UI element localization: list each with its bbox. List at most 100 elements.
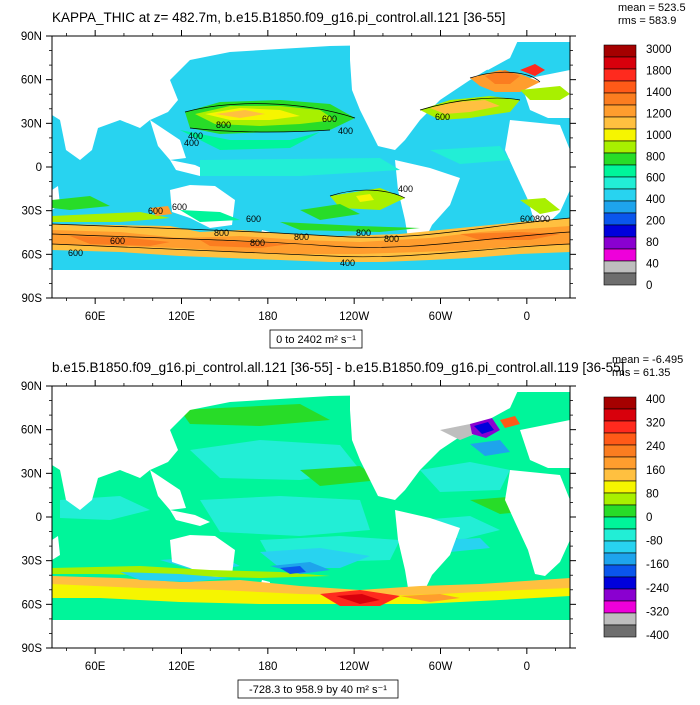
colorbar-label: 160 xyxy=(646,465,665,477)
panel1-contour-label: 400 xyxy=(340,258,355,268)
colorbar-swatch xyxy=(603,236,637,250)
panel2-title: b.e15.B1850.f09_g16.pi_control.all.121 [… xyxy=(52,360,624,375)
colorbar-swatch xyxy=(603,480,637,494)
x-tick-label: 120W xyxy=(339,661,369,673)
panel1-contour-label: 800 xyxy=(250,238,265,248)
panel1-contour-label: 400 xyxy=(338,126,353,136)
panel1-contour-label: 800 xyxy=(384,234,399,244)
colorbar-swatch xyxy=(603,552,637,566)
panel1-contour-label: 800 xyxy=(535,214,550,224)
x-tick-label: 60E xyxy=(85,661,106,673)
colorbar-swatch xyxy=(603,540,637,554)
x-tick-label: 60E xyxy=(85,311,106,323)
panel1-contour-label: 800 xyxy=(216,120,231,130)
panel1-title: KAPPA_THIC at z= 482.7m, b.e15.B1850.f09… xyxy=(52,10,505,25)
panel1-contour-label: 600 xyxy=(246,214,261,224)
panel2-rms: rms = 61.35 xyxy=(612,367,670,379)
y-tick-label: 30S xyxy=(22,206,43,218)
y-tick-label: 90S xyxy=(22,643,43,655)
panel1-contours xyxy=(52,71,570,258)
panel1-rms: rms = 583.9 xyxy=(618,15,676,27)
colorbar-swatch xyxy=(603,444,637,458)
colorbar-label: 80 xyxy=(646,237,659,249)
panel1-contour-label: 600 xyxy=(520,214,535,224)
colorbar-label: 1000 xyxy=(646,130,672,142)
panel1-contour-label: 600 xyxy=(435,112,450,122)
colorbar-swatch xyxy=(603,492,637,506)
colorbar-label: 800 xyxy=(646,151,665,163)
panel1-range-box xyxy=(269,329,363,349)
panel1-map xyxy=(52,36,570,298)
colorbar-swatch xyxy=(603,128,637,142)
x-tick-label: 0 xyxy=(524,311,530,323)
x-tick-label: 60W xyxy=(429,661,453,673)
panel1-equatorial-band xyxy=(200,158,400,176)
colorbar-label: 600 xyxy=(646,173,665,185)
colorbar-swatch xyxy=(603,564,637,578)
colorbar-label: 3000 xyxy=(646,44,672,56)
colorbar-swatch xyxy=(603,140,637,154)
panel2-colorbar: 400 320 240 160 80 0 -80 -160 -240 -320 -400 xyxy=(603,394,669,642)
panel1-contour-label: 600 xyxy=(68,248,83,258)
panel1-contour-label: 600 xyxy=(172,202,187,212)
colorbar-label: 80 xyxy=(646,488,659,500)
colorbar-label: 320 xyxy=(646,418,665,430)
panel1-contour-label: 400 xyxy=(188,131,203,141)
colorbar-label: 1400 xyxy=(646,87,672,99)
colorbar-label: 400 xyxy=(646,394,665,406)
colorbar-swatch xyxy=(603,92,637,106)
colorbar-swatch xyxy=(603,44,637,58)
panel2-southern-bands xyxy=(52,562,570,606)
panel1-contour-label: 600 xyxy=(322,114,337,124)
colorbar-label: 200 xyxy=(646,216,665,228)
y-tick-label: 60N xyxy=(21,75,42,87)
colorbar-swatch xyxy=(603,248,637,262)
colorbar-swatch xyxy=(603,588,637,602)
y-tick-label: 30S xyxy=(22,556,43,568)
colorbar-swatch xyxy=(603,188,637,202)
panel1-north-atlantic xyxy=(420,64,570,120)
panel1-land xyxy=(52,36,570,298)
panel1-contour-label: 800 xyxy=(294,232,309,242)
colorbar-swatch xyxy=(603,624,637,638)
colorbar-swatch xyxy=(603,576,637,590)
panel1-contour-labels: 800 600 400 400 600 800 400 800 600 800 … xyxy=(68,112,550,268)
panel1-range-label: 0 to 2402 m² s⁻¹ xyxy=(276,334,356,346)
colorbar-label: 0 xyxy=(646,512,652,524)
colorbar-swatch xyxy=(603,504,637,518)
colorbar-swatch xyxy=(603,68,637,82)
colorbar-swatch xyxy=(603,164,637,178)
colorbar-label: -320 xyxy=(646,606,669,618)
colorbar-label: 1800 xyxy=(646,65,672,77)
panel2-range-box xyxy=(237,679,399,699)
y-tick-label: 90N xyxy=(21,31,42,43)
y-tick-label: 0 xyxy=(36,512,42,524)
x-tick-label: 120E xyxy=(168,311,195,323)
colorbar-label: -80 xyxy=(646,536,663,548)
colorbar-swatch xyxy=(603,116,637,130)
panel1-contour-label: 400 xyxy=(184,138,199,148)
panel2-labrador-anomaly xyxy=(440,416,520,456)
panel1-contour-label: 800 xyxy=(356,228,371,238)
colorbar-swatch xyxy=(603,80,637,94)
colorbar-label: -160 xyxy=(646,559,669,571)
y-tick-label: 60N xyxy=(21,425,42,437)
colorbar-label: -400 xyxy=(646,630,669,642)
panel1-mean: mean = 523.5 xyxy=(618,2,686,14)
y-tick-label: 30N xyxy=(21,118,42,130)
colorbar-swatch xyxy=(603,396,637,410)
panel-kappa-thic: KAPPA_THIC at z= 482.7m, b.e15.B1850.f09… xyxy=(21,2,686,349)
panel2-mean: mean = -6.495 xyxy=(612,354,683,366)
panel2-axes: 60E 120E 180 120W 60W 0 90N 60N 30N 0 30S 60S 90S xyxy=(21,380,576,673)
colorbar-swatch xyxy=(603,612,637,626)
y-tick-label: 60S xyxy=(22,249,43,261)
colorbar-swatch xyxy=(603,408,637,422)
colorbar-swatch xyxy=(603,468,637,482)
y-tick-label: 90N xyxy=(21,381,42,393)
colorbar-swatch xyxy=(603,600,637,614)
x-tick-label: 120W xyxy=(339,311,369,323)
y-tick-label: 90S xyxy=(22,293,43,305)
colorbar-swatch xyxy=(603,272,637,286)
colorbar-swatch xyxy=(603,420,637,434)
